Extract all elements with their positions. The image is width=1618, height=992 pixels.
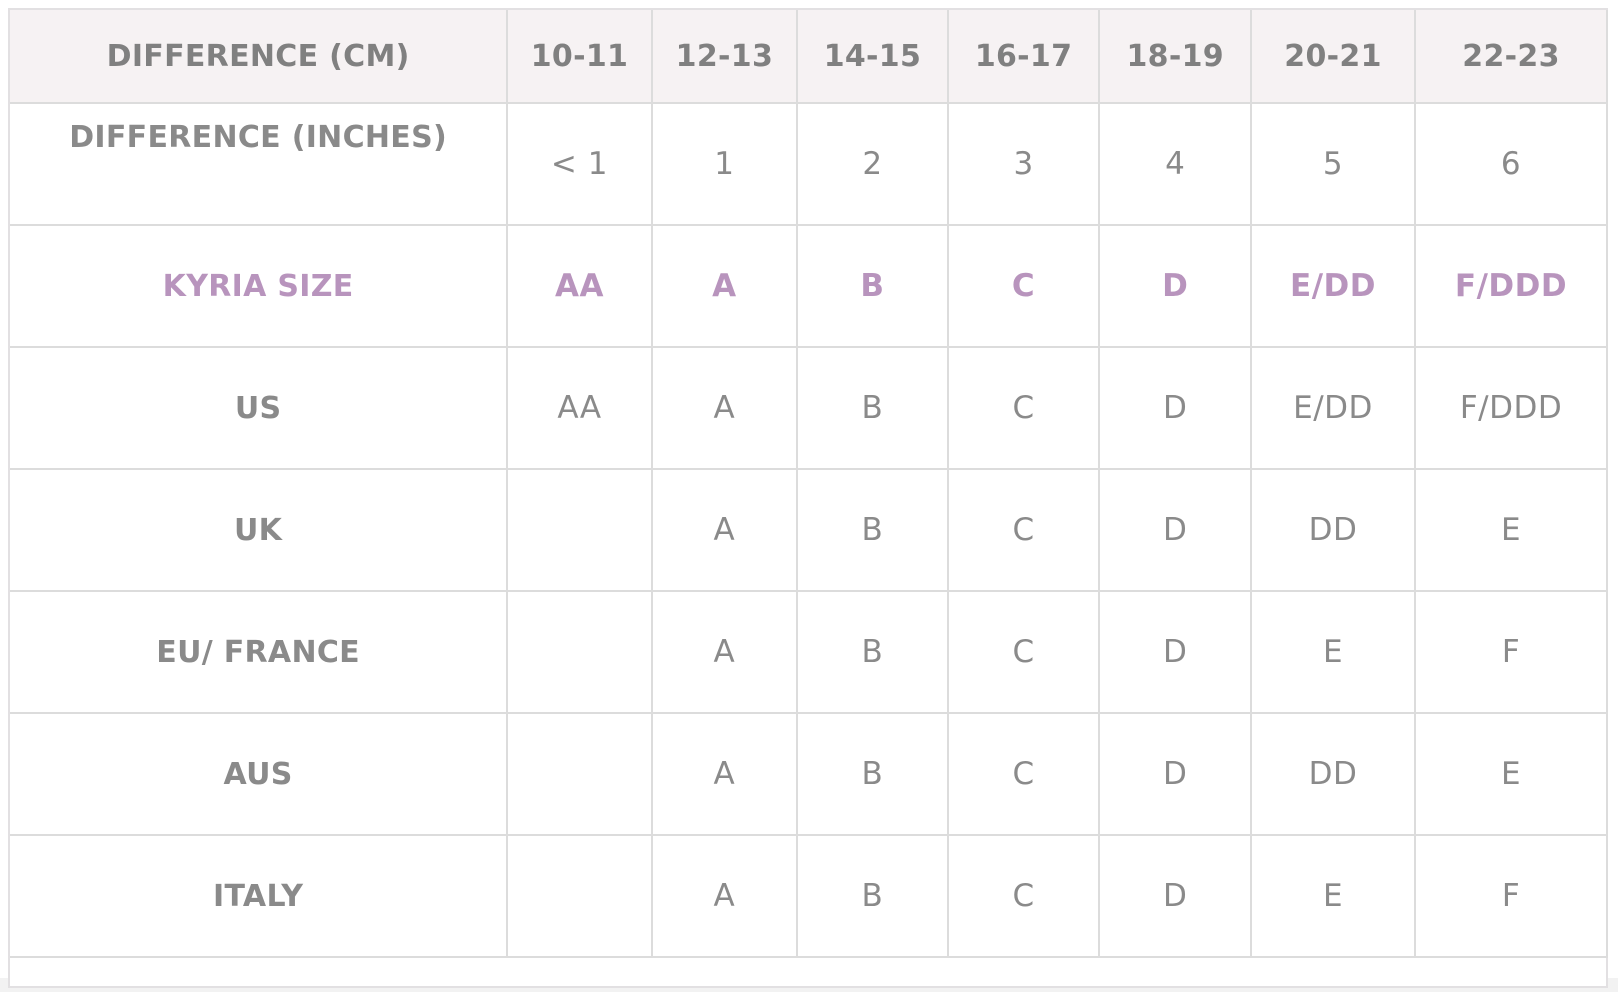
column-header: 12-13 [650, 10, 799, 104]
column-header: 18-19 [1098, 10, 1253, 104]
table-cell [506, 468, 653, 592]
column-header: 22-23 [1414, 10, 1608, 104]
table-row-italy: ITALY A B C D E F [10, 834, 1608, 958]
table-row-eu-france: EU/ FRANCE A B C D E F [10, 590, 1608, 714]
row-label: ITALY [10, 834, 509, 958]
table-cell: E [1414, 712, 1608, 836]
table-cell: C [946, 346, 1101, 470]
table-cell: D [1098, 834, 1253, 958]
table-cell: C [946, 224, 1101, 348]
table-cell: 5 [1250, 102, 1417, 226]
column-header: 20-21 [1250, 10, 1417, 104]
table-cell: A [650, 590, 799, 714]
table-row-us: US AA A B C D E/DD F/DDD [10, 346, 1608, 470]
table-cell: D [1098, 468, 1253, 592]
header-row: DIFFERENCE (CM) 10-11 12-13 14-15 16-17 … [10, 10, 1608, 104]
table-cell: 3 [946, 102, 1101, 226]
table-cell: E [1414, 468, 1608, 592]
table-cell: F [1414, 834, 1608, 958]
table-cell: B [796, 224, 949, 348]
row-label: US [10, 346, 509, 470]
table-cell: DD [1250, 468, 1417, 592]
table-cell: E/DD [1250, 224, 1417, 348]
table-cell: C [946, 712, 1101, 836]
table-cell: D [1098, 346, 1253, 470]
table-cell: A [650, 346, 799, 470]
column-header: 14-15 [796, 10, 949, 104]
table-cell [506, 834, 653, 958]
table-cell: B [796, 590, 949, 714]
table-cell: F/DDD [1414, 224, 1608, 348]
table-cell: A [650, 712, 799, 836]
row-label: DIFFERENCE (INCHES) [10, 102, 509, 226]
table-cell: F/DDD [1414, 346, 1608, 470]
table-cell: AA [506, 346, 653, 470]
table-cell: B [796, 712, 949, 836]
table-cell: DD [1250, 712, 1417, 836]
table-row-kyria-size: KYRIA SIZE AA A B C D E/DD F/DDD [10, 224, 1608, 348]
header-label-difference-cm: DIFFERENCE (CM) [10, 10, 509, 104]
table-cell: 1 [650, 102, 799, 226]
table-row-aus: AUS A B C D DD E [10, 712, 1608, 836]
column-header: 10-11 [506, 10, 653, 104]
table-cell: C [946, 468, 1101, 592]
column-header: 16-17 [946, 10, 1101, 104]
table-cell [506, 712, 653, 836]
table-row-difference-inches: DIFFERENCE (INCHES) < 1 1 2 3 4 5 6 [10, 102, 1608, 226]
table-cell: C [946, 834, 1101, 958]
table-cell [506, 590, 653, 714]
table-cell: A [650, 468, 799, 592]
table-cell: B [796, 346, 949, 470]
table-cell: E/DD [1250, 346, 1417, 470]
table-cell: < 1 [506, 102, 653, 226]
table-cell: 2 [796, 102, 949, 226]
table-cell: D [1098, 224, 1253, 348]
table-cell: 6 [1414, 102, 1608, 226]
table-cell: E [1250, 590, 1417, 714]
row-label: AUS [10, 712, 509, 836]
table-cell: F [1414, 590, 1608, 714]
table-row-uk: UK A B C D DD E [10, 468, 1608, 592]
table-cell: D [1098, 590, 1253, 714]
table-cell: A [650, 224, 799, 348]
row-label: EU/ FRANCE [10, 590, 509, 714]
table-cell: A [650, 834, 799, 958]
bra-size-conversion-table: DIFFERENCE (CM) 10-11 12-13 14-15 16-17 … [10, 10, 1608, 958]
table-cell: E [1250, 834, 1417, 958]
row-label: KYRIA SIZE [10, 224, 509, 348]
table-cell: B [796, 468, 949, 592]
table-cell: AA [506, 224, 653, 348]
row-label: UK [10, 468, 509, 592]
table-cell: 4 [1098, 102, 1253, 226]
table-cell: B [796, 834, 949, 958]
table-cell: C [946, 590, 1101, 714]
table-cell: D [1098, 712, 1253, 836]
